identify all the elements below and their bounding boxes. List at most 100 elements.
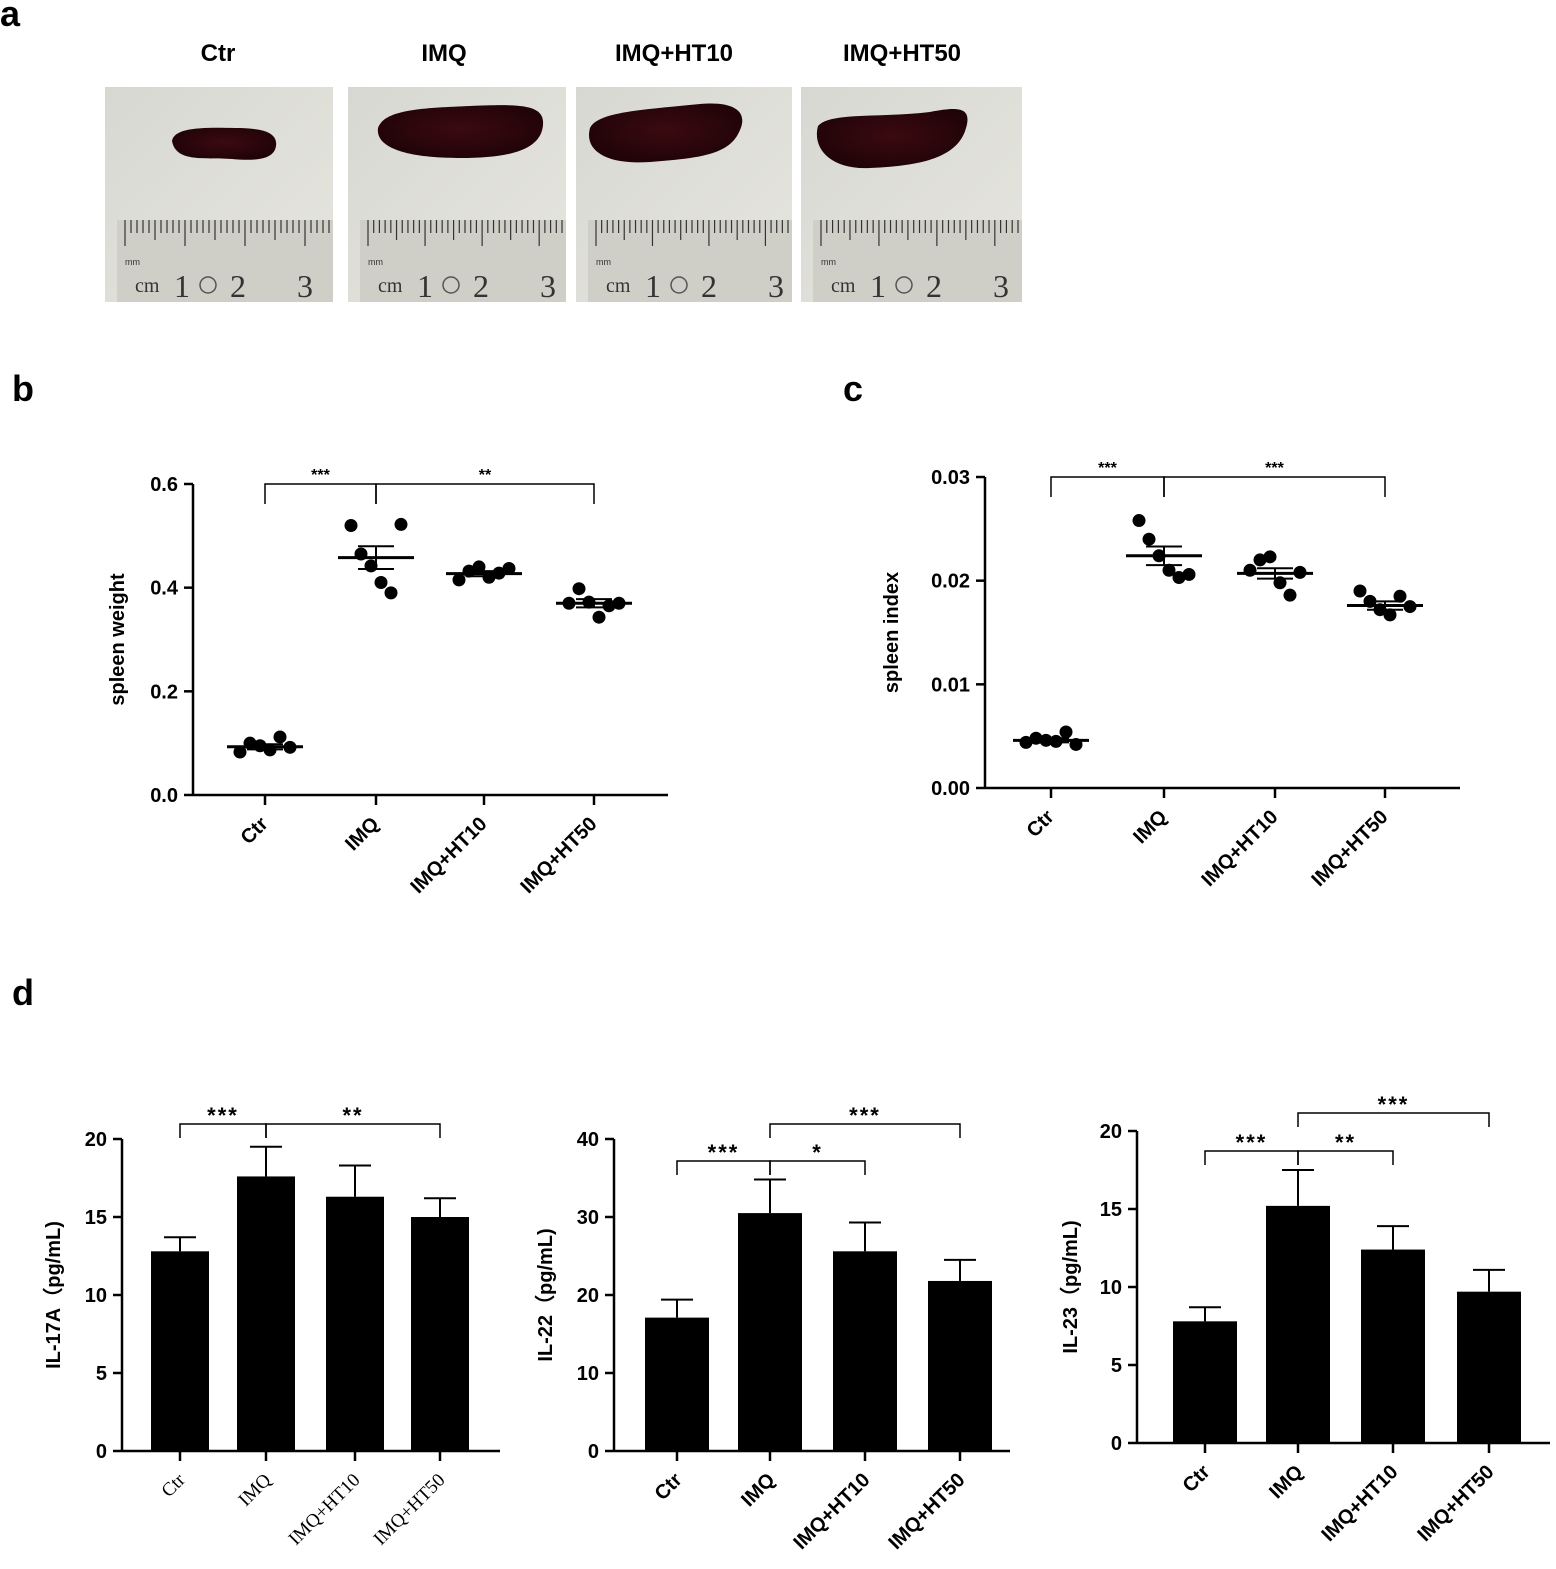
ruler-number: 3 xyxy=(993,268,1009,304)
significance-label: *** xyxy=(1098,460,1117,477)
spleen-photo: mm cm 1 2 3 xyxy=(105,87,333,304)
chart-spleen-index: 0.00 0.01 0.02 0.03 Ctr IMQ IMQ+HT10 IMQ+HT50 sp… xyxy=(881,460,1460,891)
significance-label: *** xyxy=(1265,460,1284,477)
significance-bracket xyxy=(1050,476,1165,497)
spleen-specimen xyxy=(377,105,544,158)
x-category-label: Ctr xyxy=(1179,1461,1215,1497)
y-axis-title: IL-22（pg/mL) xyxy=(534,1228,557,1361)
y-axis-title: spleen weight xyxy=(107,573,129,706)
significance-bracket xyxy=(769,1123,961,1138)
y-tick-label: 20 xyxy=(577,1285,599,1307)
spleen-photo: mm cm 1 2 3 xyxy=(801,87,1022,304)
ruler-logo xyxy=(199,276,217,294)
ruler-cm-label: cm xyxy=(135,275,160,297)
data-point xyxy=(273,730,287,744)
significance-bracket xyxy=(769,1160,866,1175)
significance-label: *** xyxy=(708,1140,740,1165)
significance-label: *** xyxy=(849,1103,881,1128)
ruler-logo xyxy=(442,276,460,294)
ruler-number: 3 xyxy=(768,268,784,304)
y-tick-label: 15 xyxy=(1100,1199,1122,1221)
photo-title-imq-ht50: IMQ+HT50 xyxy=(843,40,961,67)
significance-bracket xyxy=(375,483,595,504)
y-tick-label: 15 xyxy=(85,1207,107,1229)
y-tick-label: 10 xyxy=(1100,1277,1122,1299)
bar xyxy=(151,1251,209,1451)
significance-bracket xyxy=(1163,476,1386,497)
significance-label: *** xyxy=(1236,1130,1268,1155)
data-point xyxy=(1263,550,1277,564)
significance-label: * xyxy=(812,1140,823,1165)
y-tick-label: 0.0 xyxy=(150,785,178,807)
ruler-number: 1 xyxy=(645,268,661,304)
data-point xyxy=(592,610,606,624)
y-tick-label: 30 xyxy=(577,1207,599,1229)
significance-bracket xyxy=(1297,1150,1394,1165)
ruler xyxy=(813,220,1022,302)
data-point xyxy=(1353,584,1367,598)
data-point xyxy=(233,745,247,759)
bar xyxy=(1173,1321,1237,1443)
ruler-number: 3 xyxy=(540,268,556,304)
ruler-cm-label: cm xyxy=(831,275,856,297)
ruler-mm-label: mm xyxy=(125,257,140,267)
y-axis-title: IL-17A（pg/mL) xyxy=(42,1221,65,1369)
y-axis-title: IL-23（pg/mL) xyxy=(1059,1220,1082,1353)
y-tick-label: 0.00 xyxy=(931,778,970,800)
x-category-label: IMQ xyxy=(737,1469,779,1511)
x-category-label: Ctr xyxy=(651,1469,687,1505)
significance-label: ** xyxy=(479,467,492,484)
spleen-photo: mm cm 1 2 3 xyxy=(348,87,566,304)
chart-spleen-weight: 0.0 0.2 0.4 0.6 Ctr IMQ IMQ+HT10 IMQ+HT50 spleen… xyxy=(107,467,668,898)
significance-label: *** xyxy=(1378,1092,1410,1117)
data-point xyxy=(1393,589,1407,603)
ruler-number: 3 xyxy=(297,268,313,304)
y-tick-label: 0.2 xyxy=(150,681,178,703)
x-category-label: IMQ+HT50 xyxy=(1307,806,1392,891)
ruler-mm-label: mm xyxy=(368,257,383,267)
y-tick-label: 0 xyxy=(588,1441,599,1463)
data-point xyxy=(502,561,516,575)
photo-title-ctr: Ctr xyxy=(201,40,236,67)
ruler xyxy=(360,220,566,302)
ruler xyxy=(588,220,792,302)
ruler-mm-label: mm xyxy=(821,257,836,267)
x-category-label: IMQ+HT50 xyxy=(1413,1461,1498,1546)
ruler xyxy=(117,220,333,302)
panel-letter-b: b xyxy=(12,368,34,409)
y-tick-label: 0 xyxy=(96,1441,107,1463)
x-category-label: IMQ+HT50 xyxy=(884,1469,969,1554)
y-tick-label: 20 xyxy=(1100,1121,1122,1143)
significance-bracket xyxy=(265,1123,441,1138)
bar xyxy=(928,1280,992,1451)
ruler-number: 2 xyxy=(230,268,246,304)
bar xyxy=(1457,1291,1521,1443)
ruler-number: 2 xyxy=(473,268,489,304)
bar xyxy=(237,1176,295,1451)
significance-bracket xyxy=(264,483,377,504)
ruler-number: 1 xyxy=(174,268,190,304)
data-point xyxy=(1283,588,1297,602)
data-point xyxy=(1182,567,1196,581)
data-point xyxy=(394,517,408,531)
y-tick-label: 5 xyxy=(96,1363,107,1385)
ruler-number: 1 xyxy=(417,268,433,304)
ruler-cm-label: cm xyxy=(378,275,403,297)
data-point xyxy=(452,573,466,587)
photo-title-imq: IMQ xyxy=(421,40,466,67)
data-point xyxy=(384,586,398,600)
y-tick-label: 0 xyxy=(1111,1433,1122,1455)
chart-il23: 0 5 10 15 20 Ctr IMQ IMQ+HT10 IMQ+HT50 IL-23（pg/m… xyxy=(1059,1092,1550,1546)
y-tick-label: 0.01 xyxy=(931,674,970,696)
data-point xyxy=(572,582,586,596)
spleen-specimen xyxy=(816,109,968,169)
data-point xyxy=(1132,514,1146,528)
x-category-label: IMQ+HT10 xyxy=(285,1470,365,1550)
chart-il17a: 0 5 10 15 20 Ctr IMQ IMQ+HT10 IMQ+HT50 IL-17A（pg/… xyxy=(42,1103,500,1550)
data-point xyxy=(1383,608,1397,622)
y-tick-label: 0.6 xyxy=(150,474,178,496)
y-tick-label: 10 xyxy=(85,1285,107,1307)
y-tick-label: 0.02 xyxy=(931,571,970,593)
significance-label: ** xyxy=(342,1103,363,1128)
